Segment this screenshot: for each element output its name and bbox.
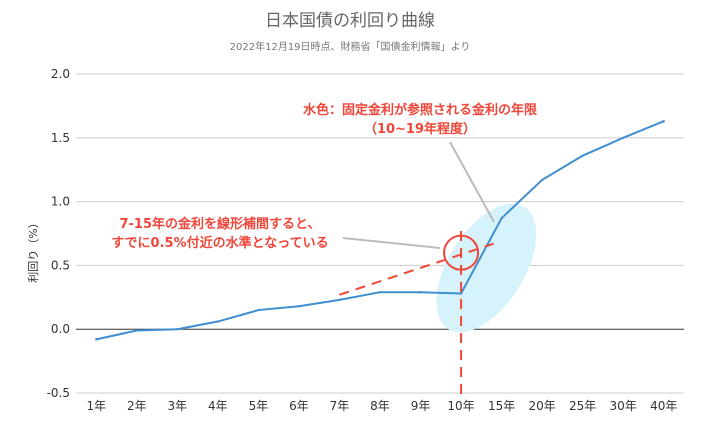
x-tick-label: 25年 [569,399,596,413]
data-point [95,338,98,341]
chart-title: 日本国債の利回り曲線 [265,11,435,31]
highlight-ellipse [436,203,537,333]
x-tick-label: 9年 [411,399,431,413]
annotation-mid-1: 7-15年の金利を線形補間すると、 [119,216,320,232]
x-tick-label: 2年 [127,399,147,413]
x-tick-label: 4年 [208,399,228,413]
data-point [135,329,138,332]
highlight-circle [443,234,480,271]
x-tick-label: 1年 [86,399,106,413]
x-tick-label: 3年 [168,399,188,413]
x-tick-label: 6年 [289,399,309,413]
data-point [378,290,382,294]
data-point [257,308,260,312]
x-tick-label: 7年 [330,399,350,413]
x-tick-label: 15年 [488,399,515,413]
annotation-top-2: （10~19年程度） [364,121,476,137]
data-point [581,154,584,157]
x-tick-label: 20年 [528,399,555,413]
y-tick-label: 0.5 [51,258,70,272]
x-tick-label: 10年 [447,399,474,413]
y-tick-label: -0.5 [47,386,70,400]
x-tick-label: 30年 [610,399,637,413]
data-point [419,290,422,294]
callout-line-top [449,141,495,223]
data-point [662,120,665,123]
data-point [176,328,179,331]
y-tick-label: 1.5 [51,131,70,145]
x-tick-label: 8年 [370,399,390,413]
data-point [500,216,503,220]
y-tick-label: 2.0 [51,67,70,81]
data-point [540,178,544,182]
data-point [622,136,625,139]
y-tick-label: 0.0 [51,322,70,336]
annotation-top-1: 水色：固定金利が参照される金利の年限 [303,102,538,118]
callout-line-mid [342,237,441,249]
data-point [297,305,301,308]
x-tick-label: 5年 [249,399,269,413]
data-point [338,298,341,302]
x-tick-label: 40年 [650,399,677,413]
chart-subtitle: 2022年12月19日時点、財務省「国債金利情報」より [230,40,471,53]
data-point [459,292,463,295]
y-tick-label: 1.0 [51,195,70,209]
annotation-mid-2: すでに0.5%付近の水準となっている [111,235,328,251]
y-axis-label: 利回り（%） [27,217,40,282]
data-point [216,320,220,323]
